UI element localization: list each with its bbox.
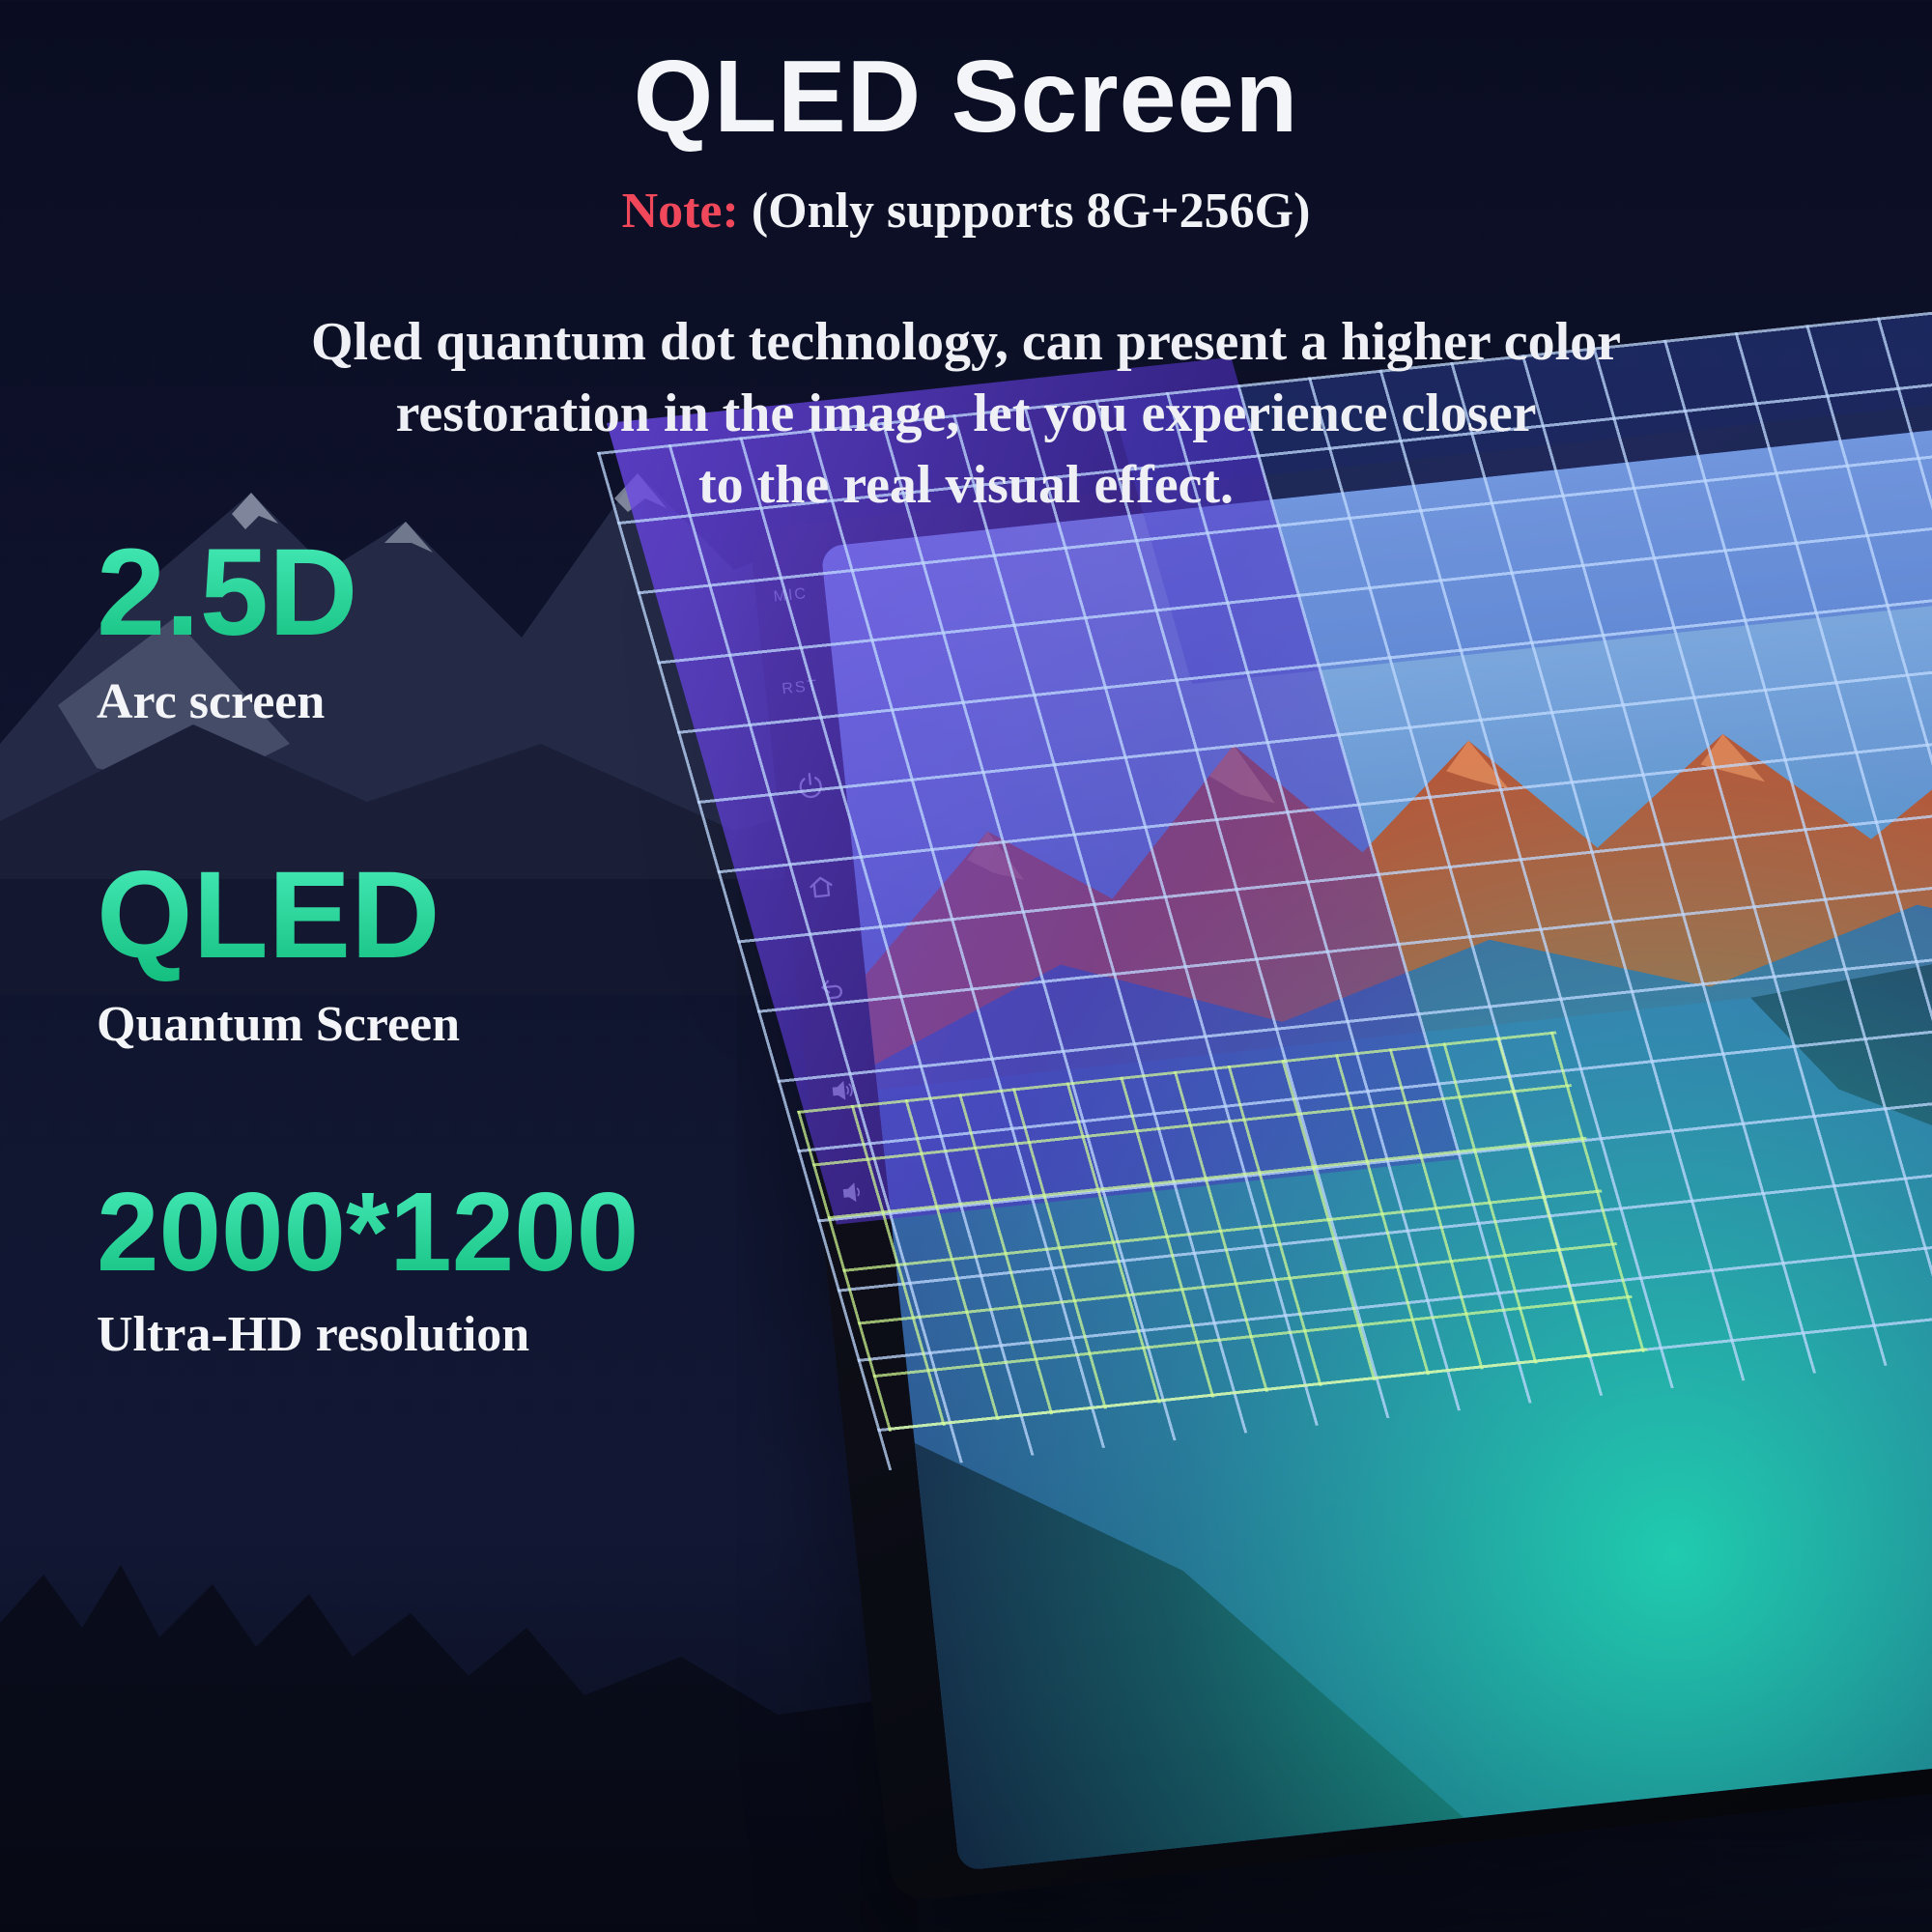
description-line-3: to the real visual effect. [697,454,1235,515]
feature-qled: QLED Quantum Screen [97,844,639,1053]
note-text: (Only supports 8G+256G) [751,184,1311,239]
feature-list: 2.5D Arc screen QLED Quantum Screen 2000… [97,522,639,1477]
feature-arc-screen: 2.5D Arc screen [97,522,639,730]
feature-resolution: 2000*1200 Ultra-HD resolution [97,1167,639,1363]
note-label: Note: [621,184,739,239]
feature-label: Arc screen [97,674,326,729]
description: Qled quantum dot technology, can present… [0,307,1932,522]
feature-value: QLED [97,846,440,984]
page-title: QLED Screen [633,40,1299,154]
feature-label: Ultra-HD resolution [97,1307,530,1362]
feature-label: Quantum Screen [97,997,461,1052]
note-line: Note: (Only supports 8G+256G) [0,183,1932,240]
description-line-2: restoration in the image, let you experi… [395,383,1537,443]
header: QLED Screen Note: (Only supports 8G+256G… [0,39,1932,522]
feature-value: 2.5D [97,524,358,662]
description-line-1: Qled quantum dot technology, can present… [310,312,1621,372]
feature-value: 2000*1200 [97,1169,639,1294]
